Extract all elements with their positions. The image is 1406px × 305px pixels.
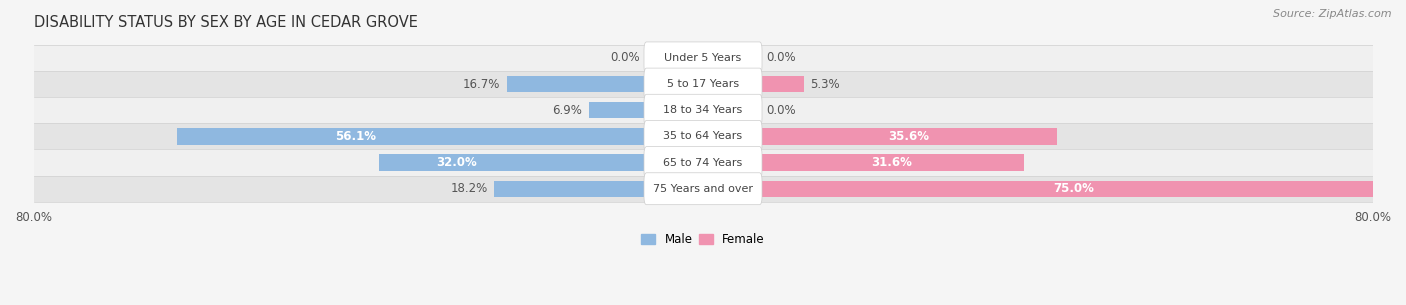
Bar bbox=[759, 154, 1024, 171]
FancyBboxPatch shape bbox=[644, 147, 762, 178]
Bar bbox=[378, 154, 647, 171]
Bar bbox=[589, 102, 647, 118]
Bar bbox=[494, 181, 647, 197]
Text: 31.6%: 31.6% bbox=[872, 156, 912, 169]
Legend: Male, Female: Male, Female bbox=[641, 233, 765, 246]
Bar bbox=[177, 128, 647, 145]
Bar bbox=[759, 181, 1388, 197]
Bar bbox=[34, 71, 1372, 97]
Text: Under 5 Years: Under 5 Years bbox=[665, 53, 741, 63]
Text: 75 Years and over: 75 Years and over bbox=[652, 184, 754, 194]
Text: 56.1%: 56.1% bbox=[335, 130, 375, 143]
FancyBboxPatch shape bbox=[644, 42, 762, 74]
Text: 0.0%: 0.0% bbox=[766, 52, 796, 64]
Text: 32.0%: 32.0% bbox=[436, 156, 477, 169]
FancyBboxPatch shape bbox=[644, 120, 762, 152]
FancyBboxPatch shape bbox=[644, 173, 762, 205]
FancyBboxPatch shape bbox=[644, 94, 762, 126]
Text: 18.2%: 18.2% bbox=[450, 182, 488, 195]
Text: 18 to 34 Years: 18 to 34 Years bbox=[664, 105, 742, 115]
Bar bbox=[759, 76, 804, 92]
Text: Source: ZipAtlas.com: Source: ZipAtlas.com bbox=[1274, 9, 1392, 19]
Text: 35 to 64 Years: 35 to 64 Years bbox=[664, 131, 742, 142]
Bar bbox=[34, 45, 1372, 71]
Bar bbox=[34, 176, 1372, 202]
Bar bbox=[759, 128, 1057, 145]
Text: 75.0%: 75.0% bbox=[1053, 182, 1094, 195]
Text: 5.3%: 5.3% bbox=[810, 77, 841, 91]
Text: 6.9%: 6.9% bbox=[553, 104, 582, 117]
Bar bbox=[34, 97, 1372, 123]
Text: 0.0%: 0.0% bbox=[610, 52, 640, 64]
Text: 16.7%: 16.7% bbox=[463, 77, 501, 91]
Bar bbox=[34, 149, 1372, 176]
Text: 5 to 17 Years: 5 to 17 Years bbox=[666, 79, 740, 89]
Text: DISABILITY STATUS BY SEX BY AGE IN CEDAR GROVE: DISABILITY STATUS BY SEX BY AGE IN CEDAR… bbox=[34, 15, 418, 30]
Text: 65 to 74 Years: 65 to 74 Years bbox=[664, 158, 742, 167]
Text: 0.0%: 0.0% bbox=[766, 104, 796, 117]
Text: 35.6%: 35.6% bbox=[889, 130, 929, 143]
Bar bbox=[506, 76, 647, 92]
FancyBboxPatch shape bbox=[644, 68, 762, 100]
Bar bbox=[34, 123, 1372, 149]
